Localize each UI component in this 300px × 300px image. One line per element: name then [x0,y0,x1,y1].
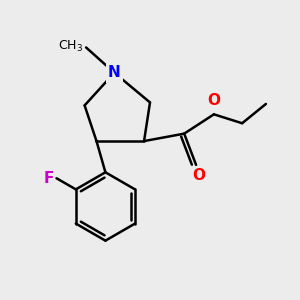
Text: N: N [108,65,121,80]
Text: CH$_3$: CH$_3$ [58,38,83,53]
Text: O: O [207,93,220,108]
Text: F: F [43,171,53,186]
Text: O: O [193,168,206,183]
